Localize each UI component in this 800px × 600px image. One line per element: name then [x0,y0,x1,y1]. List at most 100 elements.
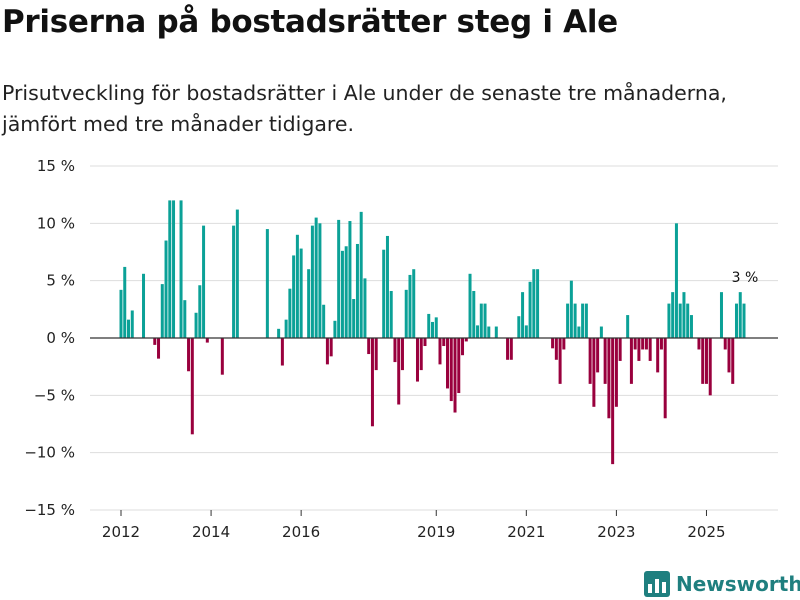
bar [127,319,130,338]
bar [461,338,465,356]
x-tick-label: 2019 [417,523,455,541]
bar [352,299,356,338]
bar [427,313,431,338]
bar [686,303,690,338]
bar [727,338,731,373]
bar [577,326,581,338]
bar [318,223,322,338]
bar [205,338,209,343]
bar [280,338,284,366]
bar [682,292,686,338]
bar [723,338,727,350]
y-axis-labels: 15 % 10 % 5 % 0 % −5 % −10 % −15 % [24,157,75,519]
bar [611,338,615,465]
bar [153,338,157,345]
bar [333,320,337,338]
bar [389,290,393,338]
bar [487,326,491,338]
bar [337,219,341,338]
bar [412,269,416,338]
bar [307,269,311,338]
bar [592,338,596,407]
bar [449,338,453,402]
bar-chart-icon [644,571,670,597]
bar [288,288,292,338]
bar [633,338,637,350]
bar [190,338,194,435]
bar [584,303,588,338]
bar [123,266,127,338]
y-tick-label: −5 % [34,386,75,404]
bar [431,321,434,338]
bar [183,300,187,338]
bar [329,338,333,357]
bar [573,303,577,338]
bar [142,273,146,338]
bar [742,303,746,338]
bar [232,225,236,338]
y-tick-label: 15 % [37,157,75,175]
bar [423,338,427,347]
bar [202,225,206,338]
bar [536,269,540,338]
bar [678,303,682,338]
x-tick-label: 2012 [102,523,140,541]
bar [299,248,303,338]
chart-title: Priserna på bostadsrätter steg i Ale [2,4,618,40]
bar [292,255,296,338]
bar [442,338,446,347]
bar [438,338,442,365]
bar [629,338,633,384]
bar [157,338,161,359]
bar [220,338,224,375]
bar [509,338,513,360]
bar [704,338,708,384]
bar [618,338,622,361]
bar [277,328,281,338]
bar [367,338,371,355]
bar [689,315,693,338]
bar [517,316,521,338]
bar [506,338,510,360]
bar [340,250,344,338]
bar [325,338,329,365]
bar [656,338,660,373]
bar [599,326,603,338]
bar [708,338,712,396]
bar [558,338,562,384]
bar [671,292,675,338]
bar [119,289,123,338]
bar [168,200,172,338]
bar [551,338,555,349]
brand-name: Newsworthy [676,572,800,596]
x-tick-label: 2025 [687,523,725,541]
bar [521,292,525,338]
bar [265,229,269,338]
bar [701,338,705,384]
bar [457,338,461,394]
bar [581,303,585,338]
bar [397,338,401,405]
bar [446,338,450,389]
bar [641,338,645,350]
bar [393,338,397,363]
y-tick-label: 5 % [46,272,75,290]
bar [408,274,412,338]
bar [596,338,600,373]
x-tick-label: 2021 [507,523,545,541]
bar [607,338,611,419]
x-tick-label: 2016 [282,523,320,541]
bar [731,338,735,384]
bar [554,338,558,360]
bar [404,289,408,338]
bar [719,292,723,338]
bar [453,338,457,413]
bar [164,240,168,338]
bar [566,303,570,338]
bar [415,338,419,382]
bar [588,338,592,384]
bar [528,281,532,338]
bar [472,290,476,338]
chart-subtitle: Prisutveckling för bostadsrätter i Ale u… [2,81,727,136]
bar [419,338,423,371]
